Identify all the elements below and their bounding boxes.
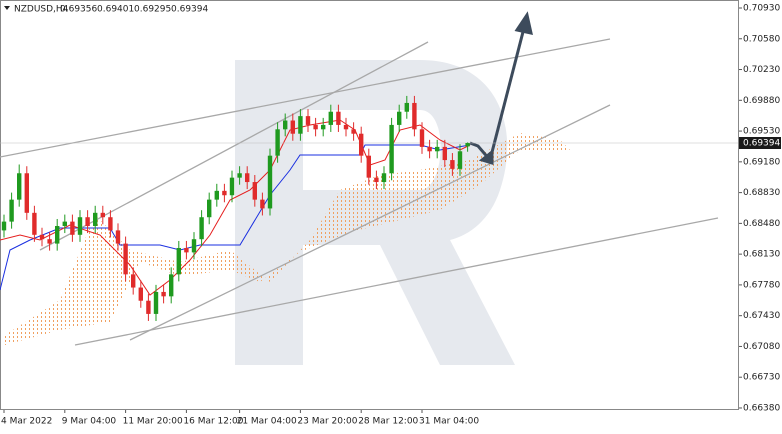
y-tick-label: 0.66380 — [743, 403, 780, 413]
candle-body — [313, 124, 318, 130]
candle-body — [207, 199, 212, 218]
candle-body — [465, 143, 470, 147]
candle-body — [435, 146, 440, 152]
candle-body — [343, 124, 349, 130]
candle-body — [351, 129, 356, 134]
candle-body — [123, 243, 128, 275]
y-tick-label: 0.67430 — [743, 311, 780, 321]
candle-body — [275, 129, 280, 156]
x-tick-label: 31 Mar 04:00 — [419, 417, 479, 427]
candle-body — [374, 177, 379, 183]
chart-title: NZDUSD,H4 — [14, 5, 69, 15]
candle-body — [321, 124, 326, 130]
candle-body — [450, 160, 455, 169]
forecast-arrows — [469, 11, 533, 166]
candle-body — [62, 221, 67, 227]
tenkan-line — [0, 119, 471, 296]
x-tick-label: 9 Mar 04:00 — [62, 417, 117, 427]
candle-body — [245, 173, 250, 183]
y-tick-label: 0.70230 — [743, 65, 780, 75]
menu-icon[interactable] — [4, 6, 10, 10]
candle-body — [336, 111, 341, 125]
candle-body — [442, 146, 447, 161]
candle-body — [24, 173, 29, 213]
candle-body — [47, 239, 52, 244]
candle-body — [328, 111, 333, 125]
x-tick-label: 21 Mar 04:00 — [237, 417, 297, 427]
candle-body — [290, 120, 295, 134]
price-tag-bg — [739, 137, 781, 149]
x-tick-label: 23 Mar 20:00 — [297, 417, 357, 427]
y-tick-label: 0.69880 — [743, 96, 780, 106]
candle-body — [267, 155, 273, 209]
candle-body — [214, 190, 219, 200]
y-tick-label: 0.70930 — [743, 3, 780, 13]
candle-body — [237, 173, 242, 178]
candle-body — [412, 102, 417, 130]
candle-body — [146, 300, 151, 314]
candle-body — [199, 217, 204, 240]
candle-body — [191, 239, 197, 253]
x-tick-label: 28 Mar 12:00 — [358, 417, 418, 427]
candle-body — [404, 102, 409, 112]
y-tick-label: 0.69530 — [743, 127, 780, 137]
candle-body — [85, 217, 90, 227]
candle-body — [153, 291, 159, 314]
y-tick-label: 0.66730 — [743, 373, 780, 383]
candle-body — [283, 120, 288, 130]
candle-body — [184, 247, 189, 253]
candle-body — [397, 111, 402, 125]
candle-body — [138, 287, 143, 301]
candle-body — [32, 212, 37, 235]
candle-body — [381, 173, 387, 183]
candle-body — [457, 151, 463, 169]
candle-body — [93, 212, 98, 227]
candle-body — [115, 230, 121, 244]
y-tick-label: 0.70580 — [743, 34, 780, 44]
candle-body — [366, 155, 371, 178]
y-tick-label: 0.67780 — [743, 280, 780, 290]
candle-body — [260, 199, 265, 209]
candle-body — [176, 247, 181, 275]
candle-body — [161, 291, 166, 297]
y-tick-label: 0.67080 — [743, 342, 780, 352]
ohlc-close: 0.69394 — [171, 5, 208, 15]
candle-body — [305, 116, 311, 125]
candle-body — [131, 274, 136, 288]
x-tick-label: 4 Mar 2022 — [1, 417, 52, 427]
candle-body — [108, 217, 113, 231]
y-tick-label: 0.68130 — [743, 250, 780, 260]
price-tag: 0.69394 — [743, 139, 780, 149]
y-tick-label: 0.69180 — [743, 157, 780, 167]
candle-body — [39, 234, 45, 240]
ohlc-low: 0.69295 — [134, 5, 171, 15]
candle-body — [222, 190, 227, 196]
candle-body — [389, 124, 394, 174]
ichimoku-cloud — [5, 133, 572, 345]
x-tick-label: 16 Mar 12:00 — [183, 417, 243, 427]
y-tick-label: 0.68480 — [743, 219, 780, 229]
candle-body — [70, 221, 75, 235]
candle-body — [169, 274, 174, 297]
candle-body — [77, 217, 83, 235]
ohlc-open: 0.69356 — [60, 5, 97, 15]
candle-body — [298, 116, 303, 134]
y-tick-label: 0.68830 — [743, 188, 780, 198]
candle-body — [1, 221, 7, 231]
candle-body — [9, 199, 14, 222]
candle-body — [100, 212, 105, 218]
ohlc-high: 0.69401 — [97, 5, 134, 15]
candle-body — [229, 177, 235, 196]
candle-body — [359, 133, 364, 156]
candle-body — [427, 146, 432, 152]
candle-body — [17, 173, 22, 200]
candle-body — [252, 182, 257, 200]
candle-body — [419, 129, 425, 147]
candle-body — [55, 226, 60, 244]
x-tick-label: 11 Mar 20:00 — [123, 417, 183, 427]
